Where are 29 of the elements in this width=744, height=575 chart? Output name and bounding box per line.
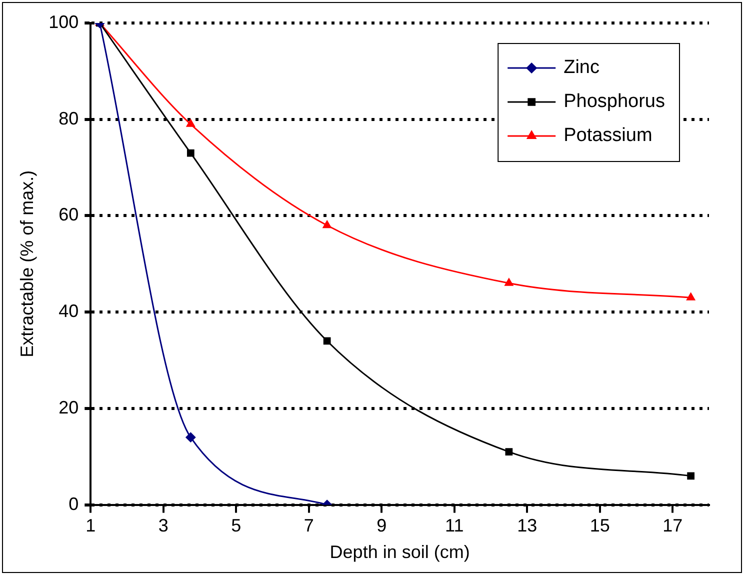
x-tick-label: 7 bbox=[304, 516, 314, 536]
y-tick-label: 40 bbox=[58, 301, 79, 322]
point bbox=[322, 220, 332, 228]
legend-label: Zinc bbox=[564, 57, 600, 78]
x-tick-label: 11 bbox=[445, 516, 464, 536]
x-tick-label: 13 bbox=[517, 516, 538, 536]
point bbox=[505, 448, 513, 456]
point bbox=[186, 119, 196, 127]
y-tick-label: 100 bbox=[48, 12, 79, 32]
y-tick-label: 60 bbox=[58, 204, 79, 225]
point bbox=[687, 472, 694, 480]
x-tick-label: 15 bbox=[590, 516, 610, 536]
x-tick-label: 1 bbox=[86, 516, 96, 536]
legend-label: Phosphorus bbox=[564, 91, 666, 112]
x-tick-label: 9 bbox=[376, 516, 387, 536]
point bbox=[504, 278, 514, 286]
x-tick-label: 17 bbox=[662, 516, 683, 536]
point bbox=[186, 149, 194, 157]
y-tick-label: 20 bbox=[58, 397, 79, 418]
y-tick-label: 0 bbox=[68, 494, 79, 514]
x-tick-label: 5 bbox=[231, 516, 242, 536]
y-axis-title: Extractable (% of max.) bbox=[16, 170, 37, 358]
x-axis-title: Depth in soil (cm) bbox=[330, 542, 470, 562]
x-tick-label: 3 bbox=[158, 516, 168, 536]
legend-label: Potassium bbox=[564, 125, 652, 146]
y-tick-label: 80 bbox=[58, 108, 79, 128]
point bbox=[686, 292, 696, 300]
point bbox=[323, 337, 331, 345]
point bbox=[186, 432, 196, 442]
